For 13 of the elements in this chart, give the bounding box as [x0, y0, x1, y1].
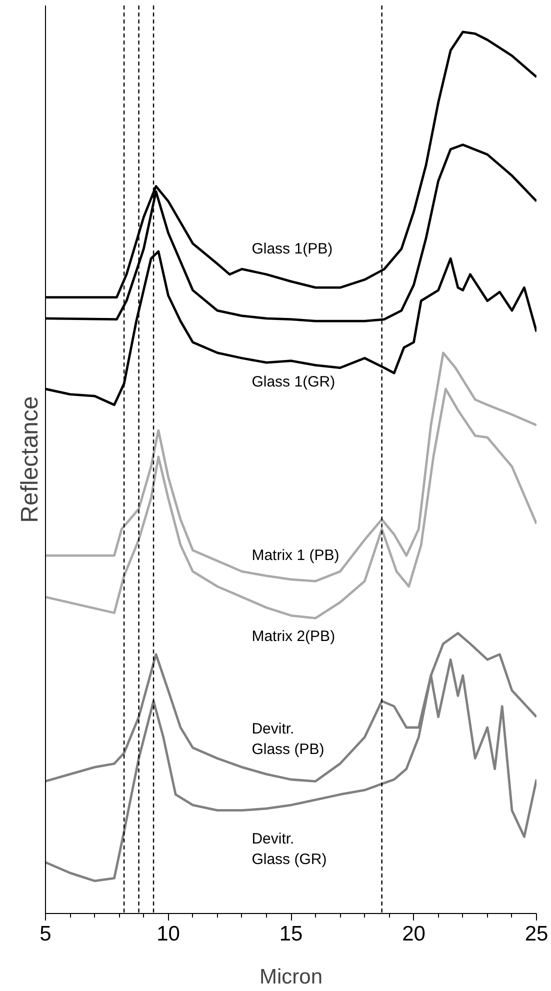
series-label: Matrix 2(PB)	[252, 628, 336, 646]
x-tick-label: 5	[40, 922, 52, 946]
x-tick-label: 25	[524, 922, 548, 946]
x-tick-label: 10	[156, 922, 180, 946]
series-label: Glass 1(GR)	[252, 373, 336, 390]
series-label: Glass 1(PB)	[252, 240, 333, 258]
series-label: Matrix 1 (PB)	[252, 547, 340, 564]
x-axis-title: Micron	[259, 966, 323, 988]
series-label: Devitr. Glass (GR)	[252, 830, 327, 868]
y-axis-title: Reflectance	[16, 396, 44, 523]
x-tick-label: 15	[279, 922, 303, 946]
x-tick-label: 20	[402, 922, 426, 946]
series-label: Devitr. Glass (PB)	[252, 720, 324, 758]
